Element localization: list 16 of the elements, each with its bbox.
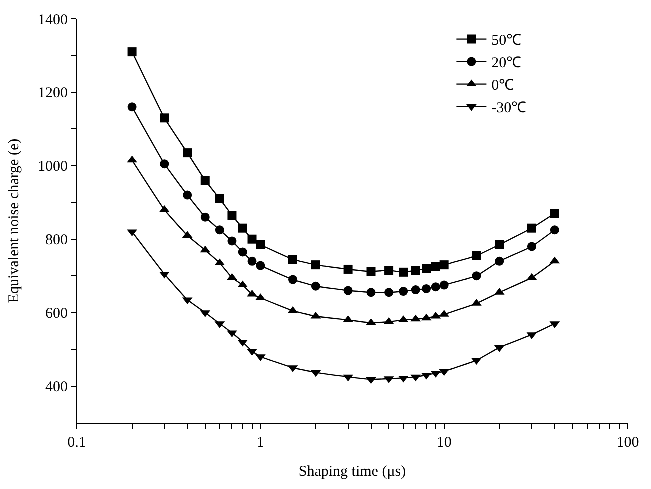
legend-label: 50℃ <box>492 33 522 50</box>
x-tick-label: 1 <box>256 435 264 451</box>
x-tick-label: 100 <box>616 435 640 451</box>
legend-label: 0℃ <box>492 78 514 94</box>
x-tick-label: 10 <box>436 435 452 451</box>
y-tick-label: 400 <box>46 380 68 396</box>
y-axis-title: Equivalent noise charge (e) <box>6 138 22 304</box>
y-tick-label: 1200 <box>38 86 68 102</box>
y-tick-label: 1000 <box>38 159 68 176</box>
y-tick-label: 600 <box>46 306 68 322</box>
y-tick-label: 800 <box>46 232 68 249</box>
legend-label: -30℃ <box>492 100 527 117</box>
y-tick-label: 1400 <box>38 12 68 28</box>
legend-label: 20℃ <box>492 56 522 72</box>
x-axis-title: Shaping time (μs) <box>298 464 406 480</box>
x-tick-label: 0.1 <box>68 435 86 451</box>
